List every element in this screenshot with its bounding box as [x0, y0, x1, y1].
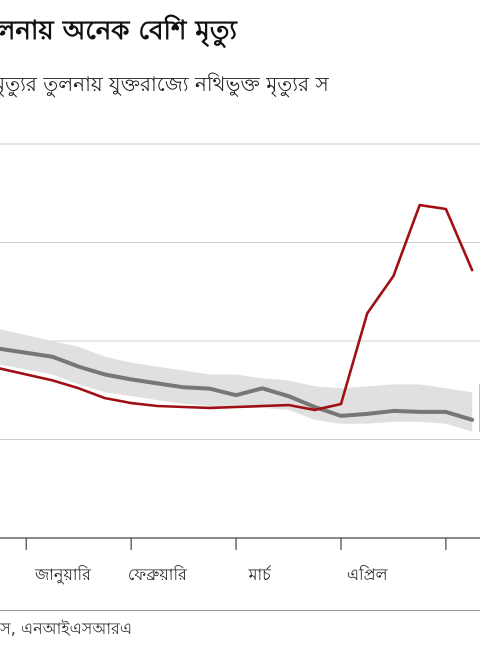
x-tick-label: মার্চ — [248, 565, 272, 584]
x-tick-label: জানুয়ারি — [34, 565, 92, 584]
line-chart: জানুয়ারি ফেব্রুয়ারি মার্চ এপ্রিল — [0, 143, 480, 584]
footer-rule — [0, 610, 480, 611]
grid-layer — [0, 143, 480, 440]
source-note: এস, এনআইএসআরএ — [0, 619, 132, 638]
x-tick-label: ফেব্রুয়ারি — [128, 565, 188, 584]
x-tick-label: এপ্রিল — [347, 565, 389, 584]
x-axis: জানুয়ারি ফেব্রুয়ারি মার্চ এপ্রিল — [0, 537, 480, 584]
actual-deaths-line — [0, 203, 474, 412]
expected-range-band — [0, 329, 473, 432]
chart-subtitle: মৃত্যুর তুলনায় যুক্তরাজ্যে নথিভুক্ত মৃত… — [0, 72, 329, 96]
series-layer — [0, 203, 480, 432]
expected-deaths-line — [0, 346, 475, 422]
band-layer — [0, 329, 473, 432]
chart-title: লনায় অনেক বেশি মৃত্যু — [0, 16, 237, 46]
